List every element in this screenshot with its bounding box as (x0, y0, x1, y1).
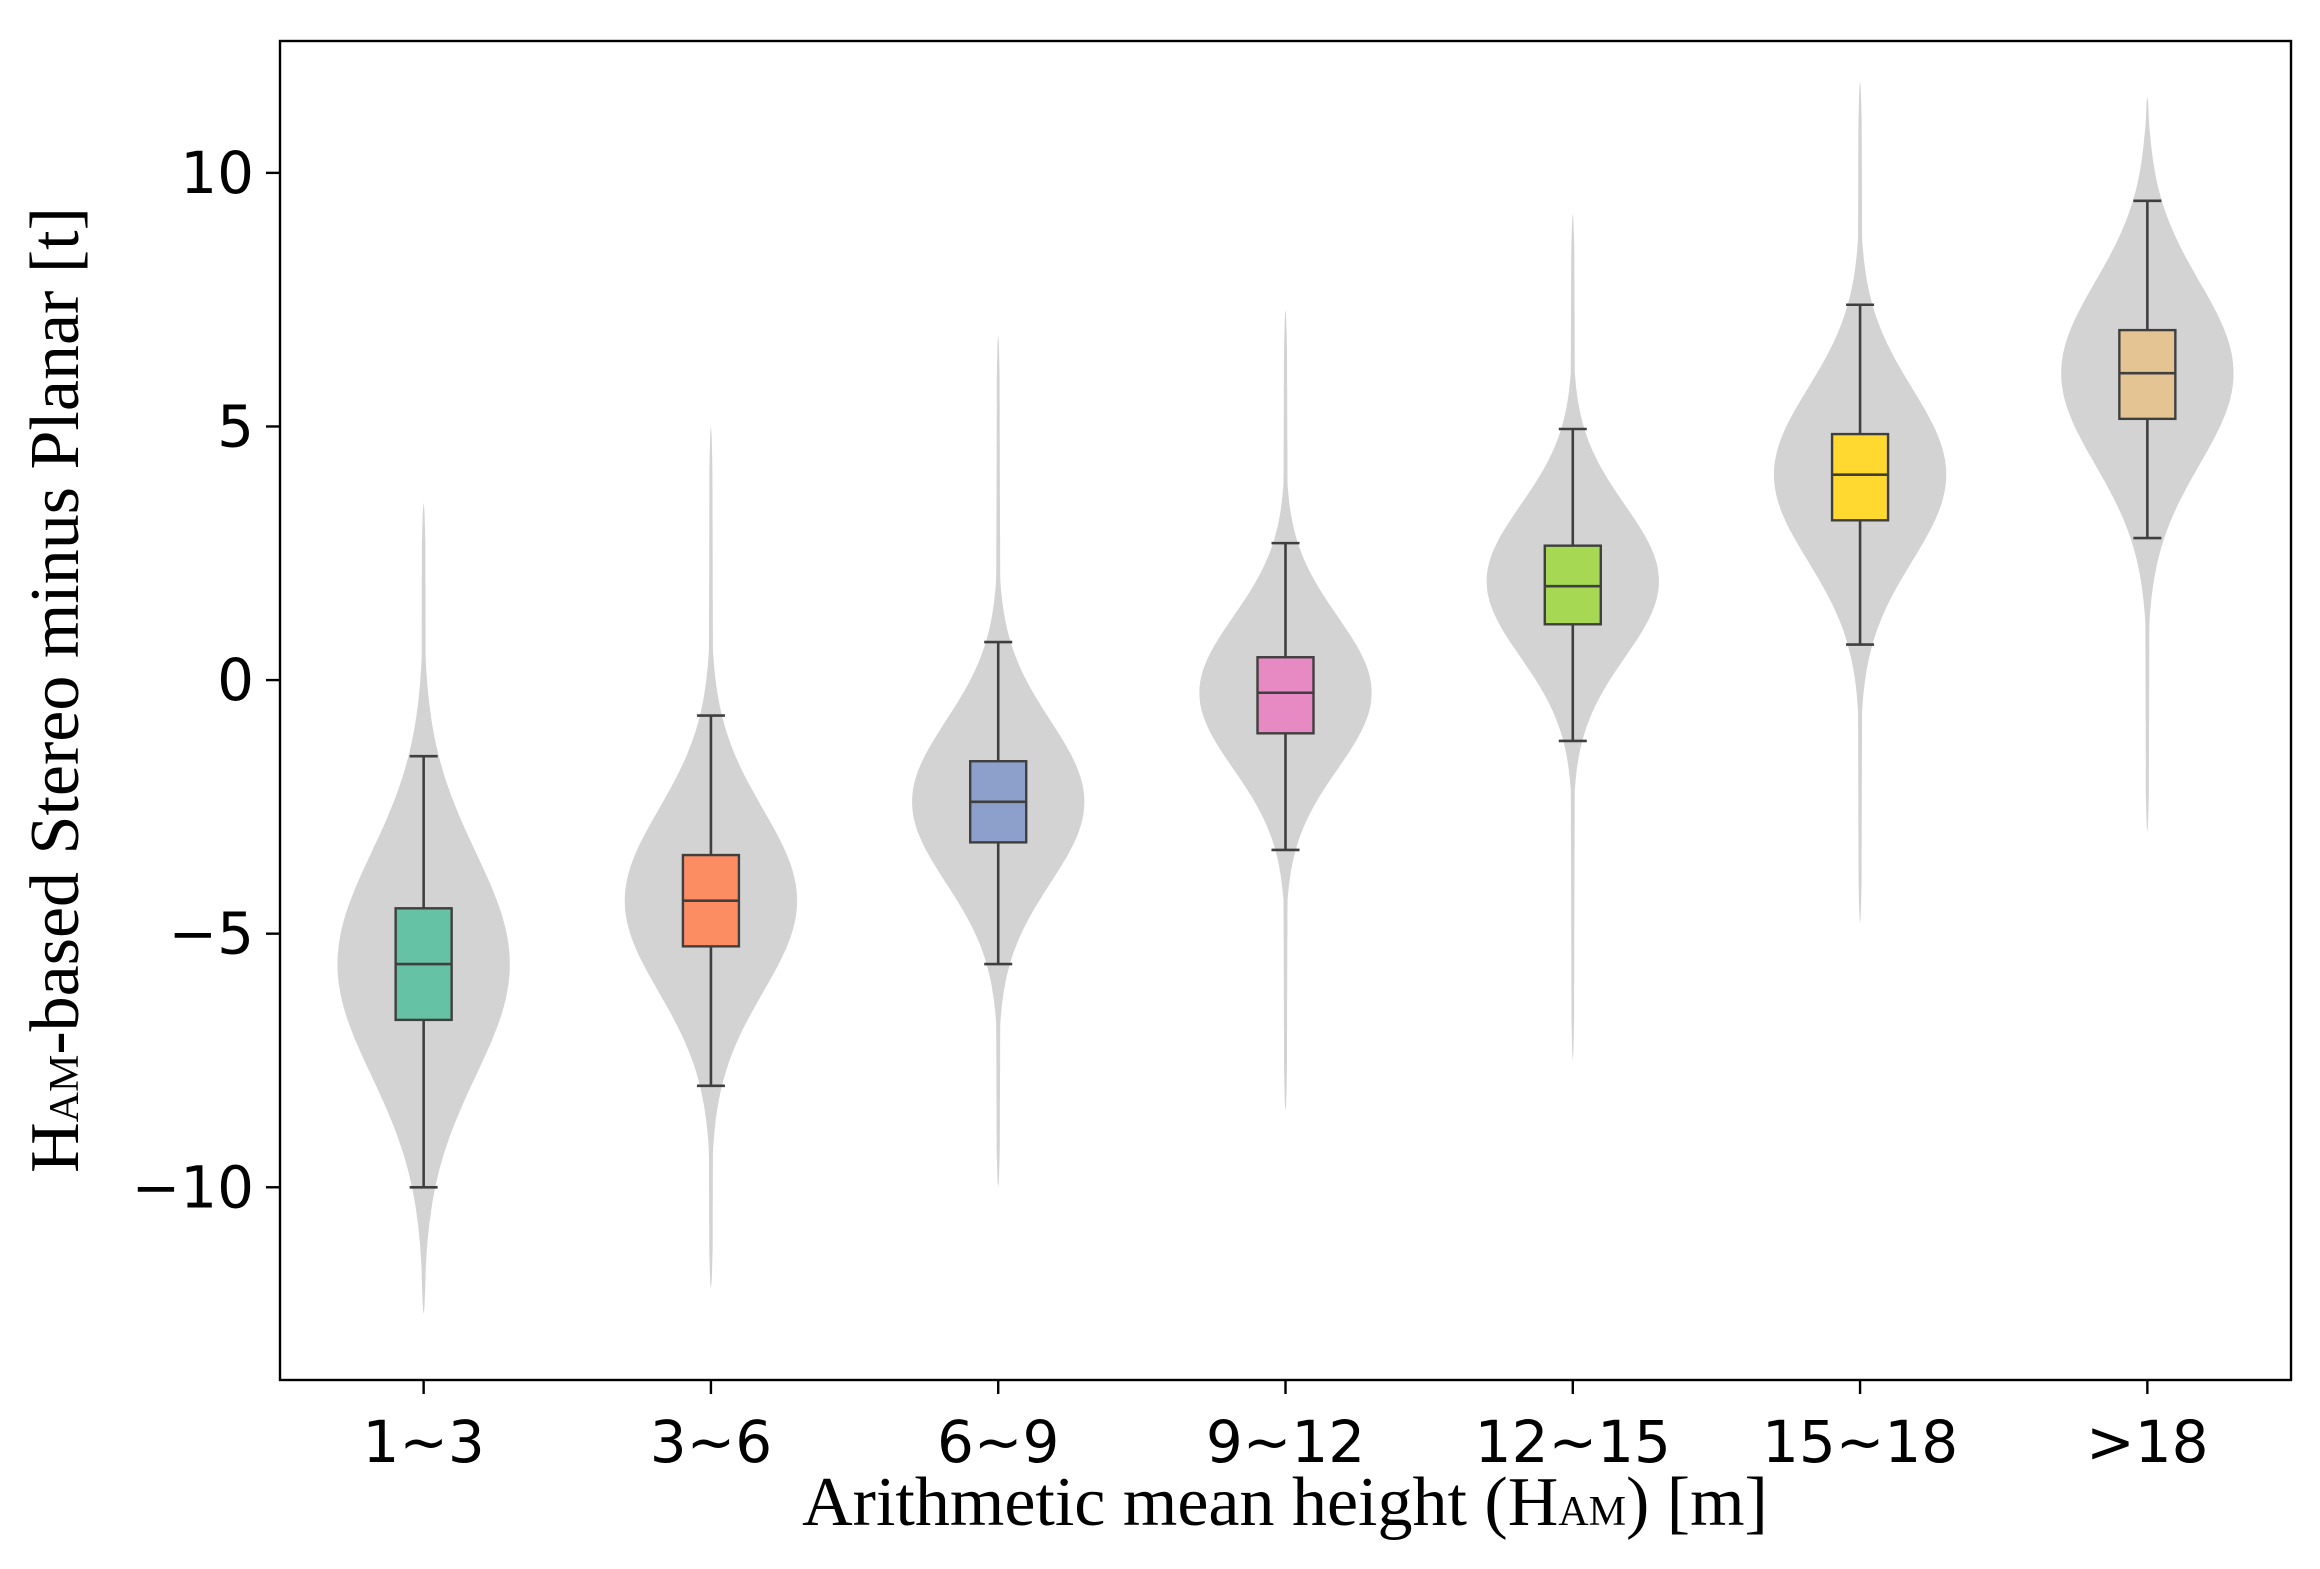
box-9~12 (1256, 656, 1315, 735)
box-15~18 (1830, 432, 1890, 522)
y-axis-title: HAM-based Stereo minus Planar [t] (17, 207, 94, 1173)
y-tick-label: −5 (169, 900, 255, 968)
y-axis-ticks: −10 −5 0 5 10 (132, 139, 280, 1221)
x-tick-label: >18 (2086, 1408, 2208, 1476)
x-axis-title: Arithmetic mean height (HAM) [m] (802, 1464, 1768, 1541)
y-tick-label: 5 (217, 392, 254, 460)
x-tick-label: 1~3 (362, 1408, 484, 1476)
x-tick-label: 3~6 (650, 1408, 772, 1476)
x-axis-ticks: 1~3 3~6 6~9 9~12 12~15 15~18 >18 (362, 1380, 2209, 1476)
x-tick-label: 6~9 (937, 1408, 1059, 1476)
y-tick-label: −10 (132, 1153, 254, 1221)
y-tick-label: 10 (180, 139, 254, 207)
x-tick-label: 9~12 (1206, 1408, 1365, 1476)
x-tick-label: 15~18 (1762, 1408, 1958, 1476)
x-tick-label: 12~15 (1475, 1408, 1671, 1476)
y-tick-label: 0 (217, 646, 254, 714)
box-layer (394, 328, 2177, 1022)
